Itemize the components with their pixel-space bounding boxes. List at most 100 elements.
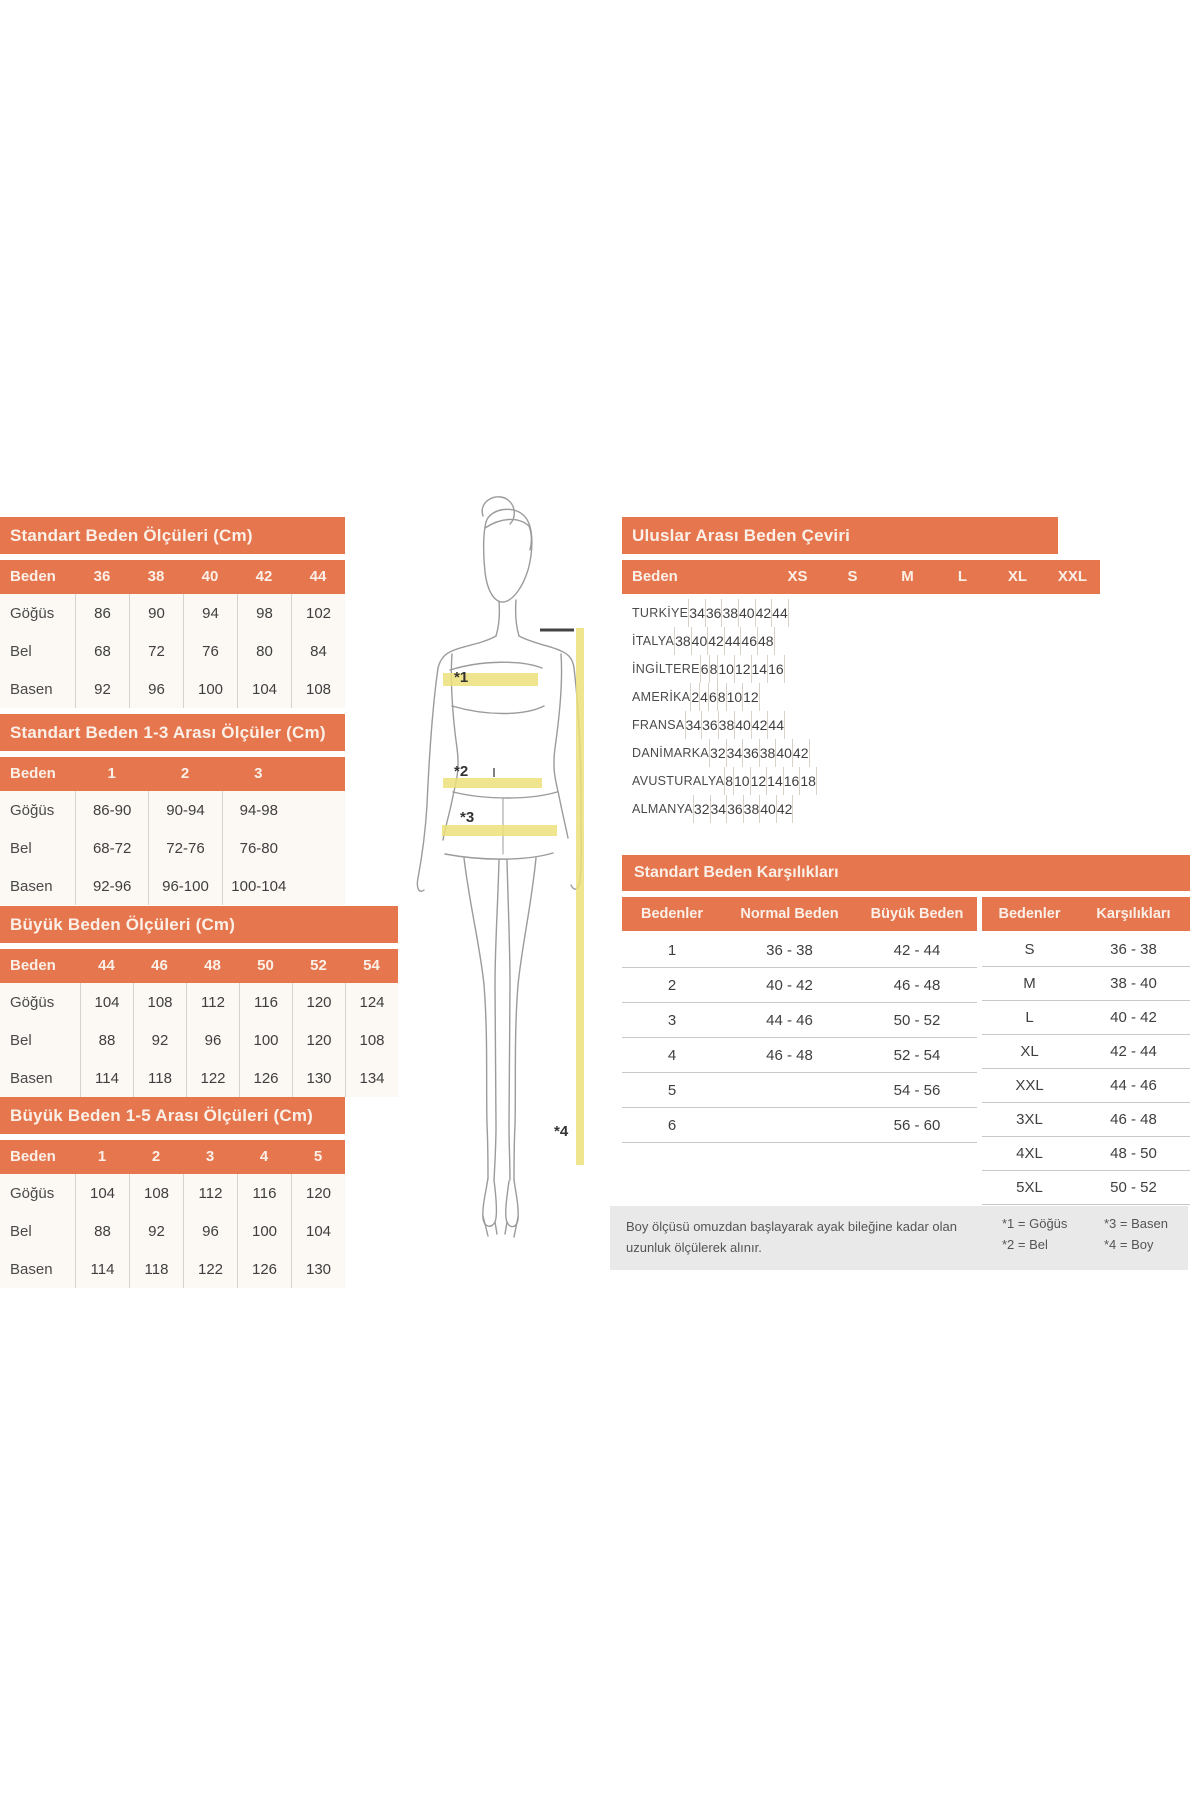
table-standart-beden-1-3: Standart Beden 1-3 Arası Ölçüler (Cm) Be… bbox=[0, 714, 345, 905]
cell-value: 100 bbox=[239, 1021, 292, 1059]
table-row: 1 36 - 38 42 - 44 bbox=[622, 933, 977, 968]
height-line bbox=[576, 628, 584, 1165]
cell-size-no: 3 bbox=[667, 1011, 677, 1029]
table-row: Göğüs 86-90 90-94 94-98 bbox=[0, 791, 345, 829]
cell-value: 12 bbox=[742, 683, 759, 711]
table-header-row: Beden 1 2 3 bbox=[0, 757, 345, 791]
cell-value: 130 bbox=[292, 1059, 345, 1097]
cell-equivalent: 42 - 44 bbox=[1110, 1043, 1157, 1060]
header-sizes: 44 46 48 50 52 54 bbox=[80, 949, 398, 983]
header-size: XS bbox=[787, 568, 808, 585]
row-label: Bel bbox=[10, 1222, 32, 1240]
header-size: 2 bbox=[180, 765, 190, 782]
cell-size-no: 1 bbox=[667, 941, 677, 959]
cell-buyuk-beden: 42 - 44 bbox=[893, 941, 941, 959]
cell-normal-beden: 46 - 48 bbox=[766, 1046, 813, 1064]
cell-value: 76-80 bbox=[221, 829, 295, 867]
cell-value: 104 bbox=[75, 1174, 129, 1212]
table-row: XXL 44 - 46 bbox=[982, 1069, 1190, 1103]
table-row: FRANSA 34 36 38 40 42 44 bbox=[622, 711, 1100, 739]
cell-equivalent: 38 - 40 bbox=[1110, 975, 1157, 992]
table-row: DANİMARKA 32 34 36 38 40 42 bbox=[622, 739, 1100, 767]
cell-value: 98 bbox=[237, 594, 291, 632]
cell-value: 72 bbox=[129, 632, 183, 670]
cell-value: 122 bbox=[183, 1250, 237, 1288]
cell-equivalent: 40 - 42 bbox=[1110, 1009, 1157, 1026]
header-size: 36 bbox=[93, 568, 111, 585]
cell-value: 118 bbox=[129, 1250, 183, 1288]
cell-value: 86-90 bbox=[75, 791, 148, 829]
header-size: 40 bbox=[201, 568, 219, 585]
cell-value: 120 bbox=[292, 1021, 345, 1059]
header-size: 1 bbox=[97, 1148, 107, 1165]
cell-value: 76 bbox=[183, 632, 237, 670]
header-sizes: XS S M L XL XXL bbox=[770, 560, 1100, 594]
footnote-box: Boy ölçüsü omuzdan başlayarak ayak bileğ… bbox=[610, 1206, 1188, 1270]
cell-equivalent: 44 - 46 bbox=[1110, 1077, 1157, 1094]
table-row: 3XL 46 - 48 bbox=[982, 1103, 1190, 1137]
cell-value: 68-72 bbox=[75, 829, 148, 867]
cell-value: 44 bbox=[767, 711, 784, 739]
header-label: Beden bbox=[632, 568, 678, 585]
cell-value: 94-98 bbox=[221, 791, 295, 829]
header-label: Beden bbox=[10, 957, 56, 974]
cell-value: 14 bbox=[750, 655, 767, 683]
table-title: Büyük Beden Ölçüleri (Cm) bbox=[0, 906, 398, 943]
cell-value: 96 bbox=[183, 1212, 237, 1250]
cell-equivalent: 48 - 50 bbox=[1110, 1145, 1157, 1162]
table-row: Basen 92 96 100 104 108 bbox=[0, 670, 345, 708]
legend-item: *3 = Basen bbox=[1104, 1216, 1168, 1231]
cell-value: 4 bbox=[699, 683, 708, 711]
cell-value: 90-94 bbox=[148, 791, 221, 829]
table-row: AMERİKA 2 4 6 8 10 12 bbox=[622, 683, 1100, 711]
cell-value: 88 bbox=[80, 1021, 133, 1059]
cell-size-code: 4XL bbox=[1016, 1145, 1043, 1162]
cell-value: 36 bbox=[701, 711, 718, 739]
cell-value: 34 bbox=[709, 795, 726, 823]
table-row: Bel 68-72 72-76 76-80 bbox=[0, 829, 345, 867]
table-row: M 38 - 40 bbox=[982, 967, 1190, 1001]
header-cell: Bedenler bbox=[998, 906, 1061, 922]
header-size: 2 bbox=[151, 1148, 161, 1165]
equivalents-right-header: Bedenler Karşılıkları bbox=[982, 897, 1190, 931]
table-body: Göğüs 86 90 94 98 102 Bel 68 72 76 80 84 Basen bbox=[0, 594, 345, 708]
cell-value: 40 bbox=[738, 599, 755, 627]
table-standart-beden: Standart Beden Ölçüleri (Cm) Beden 36 38 4… bbox=[0, 517, 345, 708]
header-label: Beden bbox=[10, 568, 56, 585]
cell-value: 46 bbox=[740, 627, 757, 655]
table-row: Göğüs 86 90 94 98 102 bbox=[0, 594, 345, 632]
table-row: 4 46 - 48 52 - 54 bbox=[622, 1038, 977, 1073]
equivalents-left-header: Bedenler Normal Beden Büyük Beden bbox=[622, 897, 977, 931]
cell-value: 116 bbox=[239, 983, 292, 1021]
cell-value: 96 bbox=[186, 1021, 239, 1059]
cell-value: 126 bbox=[237, 1250, 291, 1288]
cell-value: 92-96 bbox=[75, 867, 148, 905]
cell-size-code: S bbox=[1024, 941, 1035, 958]
cell-value: 108 bbox=[291, 670, 345, 708]
row-label: Göğüs bbox=[10, 604, 55, 622]
cell-value: 42 bbox=[750, 711, 767, 739]
cell-value: 40 bbox=[775, 739, 792, 767]
cell-value: 108 bbox=[129, 1174, 183, 1212]
cell-value: 14 bbox=[766, 767, 783, 795]
cell-value: 16 bbox=[782, 767, 799, 795]
table-row: Bel 68 72 76 80 84 bbox=[0, 632, 345, 670]
header-cell: Karşılıkları bbox=[1096, 906, 1171, 922]
table-row: Basen 114 118 122 126 130 134 bbox=[0, 1059, 398, 1097]
table-body: Göğüs 86-90 90-94 94-98 Bel 68-72 72-76 76-8… bbox=[0, 791, 345, 905]
row-label: Basen bbox=[10, 680, 53, 698]
cell-value: 120 bbox=[292, 983, 345, 1021]
table-title: Standart Beden 1-3 Arası Ölçüler (Cm) bbox=[0, 714, 345, 751]
table-header-row: Beden XS S M L XL XXL bbox=[622, 560, 1100, 594]
cell-value: 104 bbox=[80, 983, 133, 1021]
cell-value: 80 bbox=[237, 632, 291, 670]
cell-value: 116 bbox=[237, 1174, 291, 1212]
table-row: 6 56 - 60 bbox=[622, 1108, 977, 1143]
header-size: XL bbox=[1007, 568, 1028, 585]
row-label: Göğüs bbox=[10, 1184, 55, 1202]
cell-size-code: M bbox=[1023, 975, 1036, 992]
header-size: 42 bbox=[255, 568, 273, 585]
cell-value: 42 bbox=[791, 739, 809, 767]
table-row: İTALYA 38 40 42 44 46 48 bbox=[622, 627, 1100, 655]
